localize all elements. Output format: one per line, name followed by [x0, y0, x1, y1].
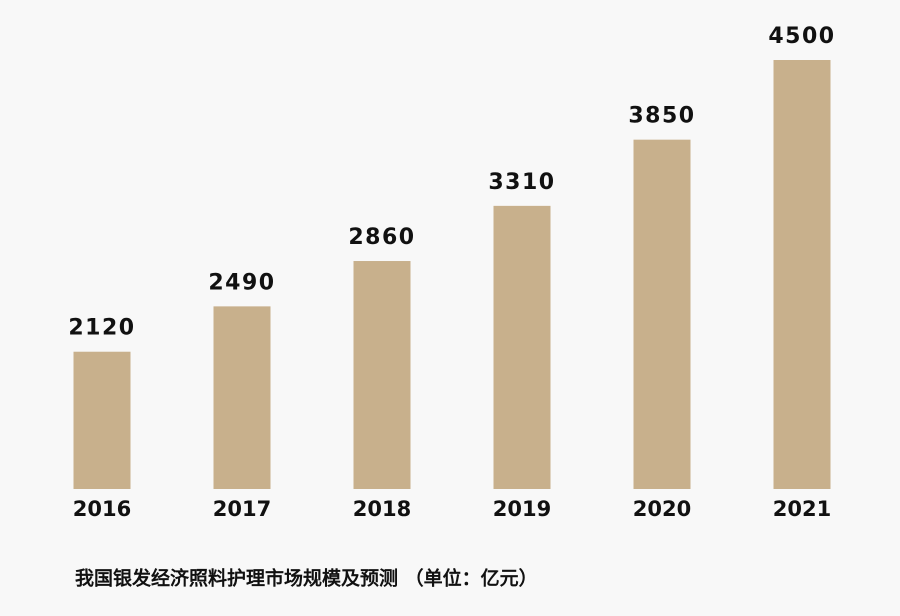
x-tick-label: 2017 — [213, 497, 271, 521]
x-tick-label: 2016 — [73, 497, 131, 521]
bar — [353, 261, 411, 489]
value-label: 3310 — [488, 170, 555, 195]
bar — [773, 60, 831, 489]
bar — [493, 205, 551, 490]
value-label: 2860 — [348, 225, 415, 250]
value-label: 3850 — [628, 104, 695, 129]
x-tick-label: 2018 — [353, 497, 411, 521]
chart-caption: 我国银发经济照料护理市场规模及预测 （单位：亿元） — [75, 567, 538, 590]
value-label: 4500 — [768, 24, 835, 49]
bar — [213, 306, 271, 489]
bar — [633, 139, 691, 489]
x-tick-label: 2019 — [493, 497, 551, 521]
value-label: 2120 — [68, 316, 135, 341]
value-label: 2490 — [208, 270, 275, 295]
x-tick-label: 2021 — [773, 497, 831, 521]
x-tick-label: 2020 — [633, 497, 691, 521]
bar — [73, 351, 131, 489]
